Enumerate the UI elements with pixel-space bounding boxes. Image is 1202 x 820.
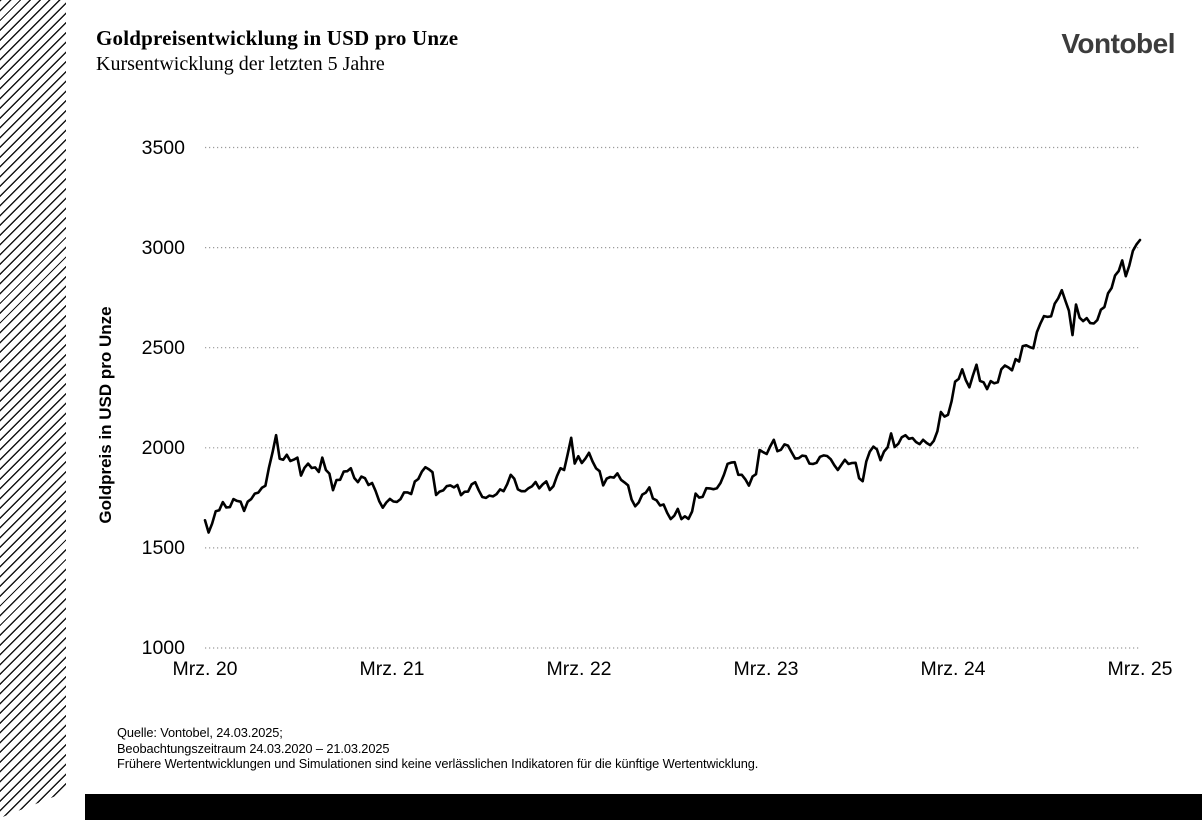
gold-price-line (203, 238, 1142, 534)
footer-bar (85, 794, 1202, 820)
hatch-pattern-decoration (0, 0, 66, 818)
chart-title: Goldpreisentwicklung in USD pro Unze (96, 26, 459, 50)
footer-disclaimer-line: Frühere Wertentwicklungen und Simulation… (117, 756, 759, 771)
x-tick-label: Mrz. 23 (733, 658, 799, 680)
y-tick-label: 2500 (141, 336, 185, 359)
chart-subtitle: Kursentwicklung der letzten 5 Jahre (96, 53, 385, 75)
x-tick-label: Mrz. 21 (359, 658, 425, 680)
y-tick-label: 2000 (141, 436, 185, 459)
x-tick-label: Mrz. 22 (546, 658, 612, 680)
x-tick-label: Mrz. 20 (172, 658, 238, 680)
footer-disclaimer: Quelle: Vontobel, 24.03.2025; Beobachtun… (117, 725, 758, 772)
x-tick-label: Mrz. 25 (1107, 658, 1173, 680)
vontobel-logo: Vontobel (1061, 28, 1175, 59)
y-tick-label: 1500 (141, 536, 185, 559)
y-tick-label: 3000 (141, 236, 185, 259)
footer-observation-period-line: Beobachtungszeitraum 24.03.2020 – 21.03.… (117, 740, 390, 756)
footer-source-line: Quelle: Vontobel, 24.03.2025; (117, 725, 283, 740)
y-tick-label: 1000 (141, 637, 185, 659)
y-tick-label: 3500 (141, 136, 185, 159)
x-tick-label: Mrz. 24 (920, 658, 986, 680)
